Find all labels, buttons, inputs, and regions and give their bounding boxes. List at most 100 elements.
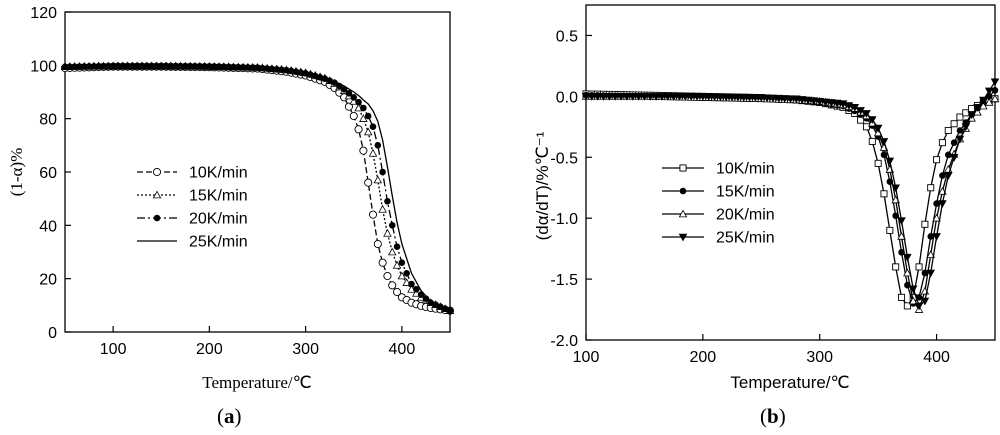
panel-b-data-point	[698, 93, 708, 101]
panel-a-data-point	[403, 270, 410, 277]
panel-a-legend-label: 10K/min	[189, 165, 248, 182]
panel-a-data-point	[364, 112, 372, 120]
panel-b-legend-entry: 20K/min	[662, 207, 775, 224]
panel-b-data-point	[862, 110, 871, 118]
panel-a-data-point	[363, 127, 373, 136]
panel-b-data-point	[932, 213, 941, 222]
panel-b-data-point	[921, 220, 929, 228]
panel-b-legend: 10K/min 15K/min 20K/min 25K/min	[662, 161, 775, 247]
panel-b-data-point	[587, 93, 597, 101]
panel-a-y-tick-label: 20	[39, 272, 57, 289]
panel-a-series-15kmin	[60, 61, 455, 314]
panel-b-data-point	[956, 113, 964, 121]
panel-b-series-10kmin	[582, 90, 999, 310]
panel-a-data-point	[408, 280, 415, 288]
panel-b-legend-label: 20K/min	[716, 207, 775, 224]
panel-b-series-25kmin	[581, 78, 1000, 311]
panel-b-data-point	[879, 138, 889, 146]
panel-a-data-point	[359, 114, 368, 122]
panel-b-data-point	[886, 226, 894, 234]
panel-a-data-point	[373, 175, 383, 184]
panel-a-x-axis-label: Temperature/℃	[202, 373, 311, 392]
panel-a-legend-marker	[152, 190, 162, 199]
panel-b-data-point	[762, 94, 772, 103]
panel-b-data-point	[622, 93, 632, 101]
panel-a-series-line	[64, 65, 451, 312]
panel-a-y-axis-label: (1-α)%	[7, 148, 26, 197]
panel-b-legend-entry: 25K/min	[662, 230, 775, 247]
panel-b-data-point	[920, 297, 930, 306]
panel-b-data-point	[710, 93, 719, 102]
panel-a-data-point	[374, 142, 382, 149]
panel-a-data-point	[349, 111, 358, 121]
panel-b-data-point	[757, 94, 766, 103]
panel-b-data-point	[751, 94, 760, 102]
panel-b-data-point	[809, 97, 819, 106]
panel-b-data-point	[815, 97, 824, 106]
panel-a-data-point	[413, 286, 420, 293]
panel-a-data-point	[368, 210, 378, 219]
panel-b-data-point	[967, 111, 976, 120]
panel-a-data-point	[350, 94, 358, 101]
panel-b-data-point	[716, 93, 725, 102]
panel-b-series	[581, 78, 1000, 313]
panel-b-data-point	[962, 109, 970, 117]
panel-b-data-point	[939, 172, 946, 179]
panel-a-legend-label: 20K/min	[189, 211, 248, 228]
panel-a-caption: (a)	[217, 404, 242, 428]
panel-b-y-tick-label: -1.5	[550, 272, 578, 289]
panel-b-data-point	[832, 99, 842, 108]
panel-a-legend-entry: 15K/min	[137, 188, 248, 205]
panel-b-data-point	[892, 263, 900, 271]
panel-b-data-point	[599, 93, 608, 101]
panel-b-x-axis-label: Temperature/℃	[730, 373, 849, 392]
panel-b-data-point	[926, 250, 936, 259]
panel-b-data-point	[938, 200, 947, 208]
panel-b-data-point	[675, 93, 684, 101]
panel-b-data-point	[932, 233, 941, 241]
panel-a-legend-entry: 10K/min	[137, 165, 248, 182]
panel-b-data-point	[704, 93, 713, 101]
panel-b-y-tick-label: 0.5	[556, 28, 578, 45]
panel-b-x-tick-label: 300	[806, 349, 833, 366]
panel-b-data-point	[721, 93, 731, 102]
panel-b-legend-label: 25K/min	[716, 230, 775, 247]
panel-b-data-point	[780, 95, 789, 103]
panel-b-data-point	[968, 105, 976, 113]
panel-a-series-20kmin	[61, 63, 454, 314]
panel-b-data-point	[973, 104, 982, 112]
panel-b-data-point	[803, 96, 813, 105]
panel-a-series	[60, 61, 455, 315]
panel-b-data-point	[581, 93, 591, 101]
panel-b-legend-marker	[679, 187, 687, 195]
panel-a-y-tick-label: 60	[39, 165, 57, 182]
panel-b-caption: (b)	[760, 404, 786, 428]
panel-b-legend-entry: 10K/min	[662, 161, 775, 178]
panel-b-data-point	[938, 139, 946, 147]
panel-b-plot-frame	[585, 4, 996, 341]
panel-b-data-point	[669, 93, 678, 101]
panel-b-x-tick-label: 200	[690, 349, 717, 366]
panel-b-data-point	[651, 93, 661, 101]
panel-b-data-point	[885, 157, 895, 166]
panel-b-data-point	[897, 217, 906, 226]
panel-a-data-point	[388, 222, 396, 229]
panel-b-data-point	[786, 95, 795, 104]
panel-a-legend: 10K/min 15K/min 20K/min 25K/min	[137, 165, 248, 251]
panel-b-data-point	[797, 96, 807, 104]
panel-b-data-point	[961, 123, 971, 132]
panel-b-data-point	[991, 86, 999, 94]
panel-b-data-point	[774, 94, 784, 103]
panel-a-data-point	[379, 168, 386, 176]
panel-b-data-point	[856, 107, 865, 115]
panel-b-data-point	[873, 124, 883, 133]
panel-b-legend-label: 10K/min	[716, 161, 775, 178]
panel-b-data-point	[950, 120, 958, 128]
panel-b-data-point	[898, 293, 906, 301]
panel-b-y-tick-label: 0.0	[556, 89, 578, 106]
panel-b-y-tick-label: -0.5	[550, 150, 578, 167]
panel-b-legend-marker	[679, 164, 687, 172]
panel-a-x-tick-label: 200	[196, 341, 223, 358]
panel-b-data-point	[933, 200, 940, 207]
